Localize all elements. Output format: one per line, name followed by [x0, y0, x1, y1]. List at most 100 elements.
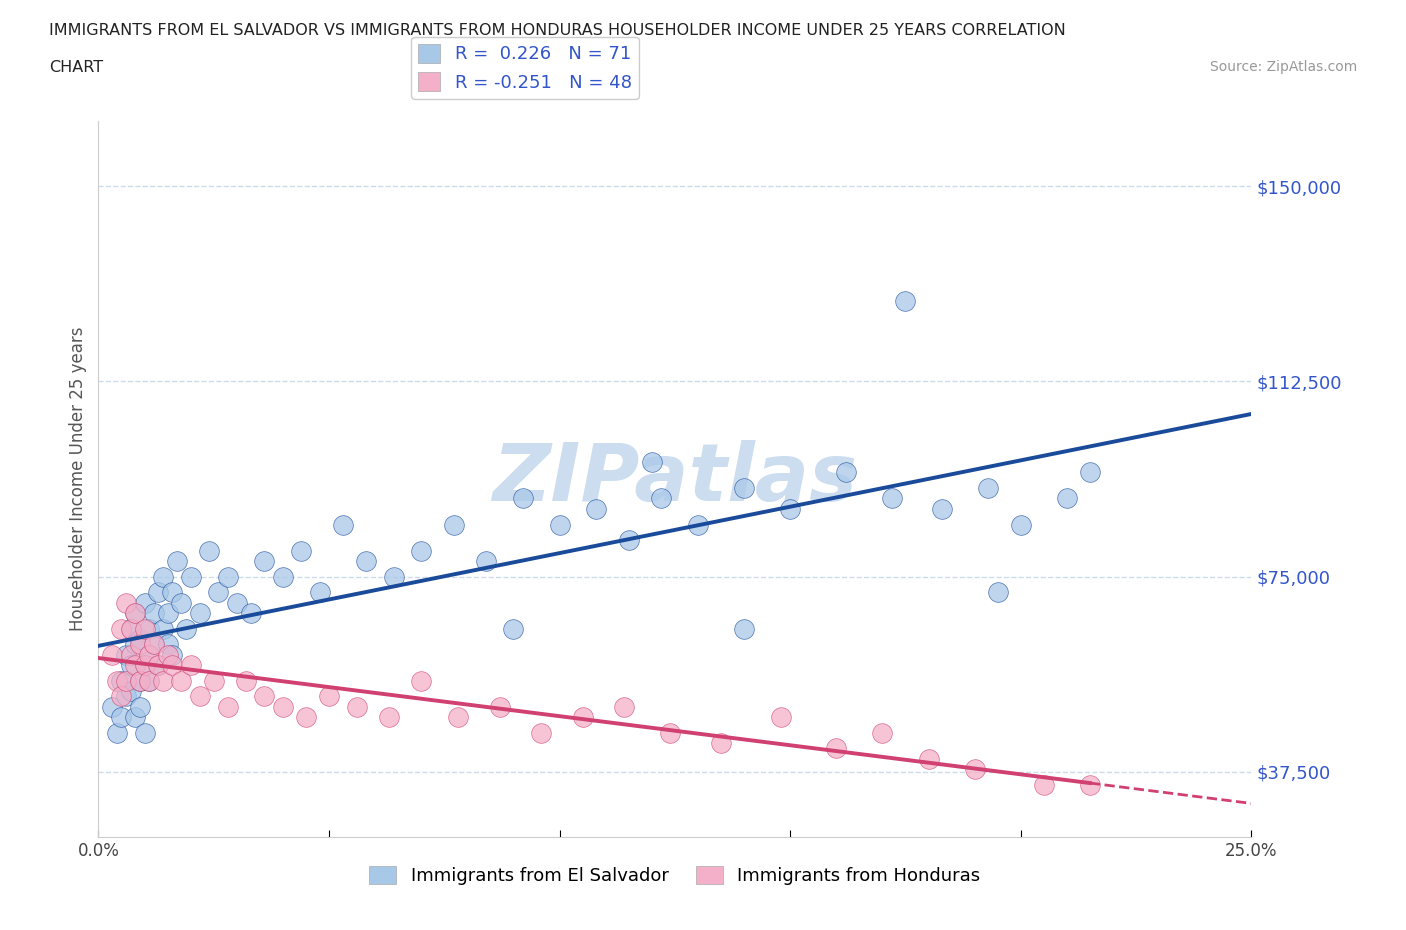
Point — [880, 491, 903, 506]
Point — [641, 455, 664, 470]
Text: CHART: CHART — [49, 60, 103, 75]
Point — [124, 710, 146, 724]
Point — [110, 689, 132, 704]
Point — [148, 658, 170, 672]
Point — [166, 553, 188, 568]
Point — [769, 710, 792, 724]
Point — [207, 585, 229, 600]
Point — [160, 658, 183, 672]
Text: IMMIGRANTS FROM EL SALVADOR VS IMMIGRANTS FROM HONDURAS HOUSEHOLDER INCOME UNDER: IMMIGRANTS FROM EL SALVADOR VS IMMIGRANT… — [49, 23, 1066, 38]
Point — [488, 699, 510, 714]
Point — [253, 689, 276, 704]
Point — [115, 673, 138, 688]
Point — [156, 605, 179, 620]
Point — [443, 517, 465, 532]
Point — [894, 293, 917, 308]
Point — [134, 658, 156, 672]
Point — [138, 647, 160, 662]
Point — [1078, 465, 1101, 480]
Point — [825, 741, 848, 756]
Point — [174, 621, 197, 636]
Point — [129, 637, 152, 652]
Y-axis label: Householder Income Under 25 years: Householder Income Under 25 years — [69, 326, 87, 631]
Point — [332, 517, 354, 532]
Point — [235, 673, 257, 688]
Point — [834, 465, 856, 480]
Point — [188, 689, 211, 704]
Point — [120, 684, 142, 698]
Point — [120, 621, 142, 636]
Point — [1010, 517, 1032, 532]
Text: ZIPatlas: ZIPatlas — [492, 440, 858, 518]
Point — [142, 605, 165, 620]
Point — [152, 621, 174, 636]
Point — [124, 658, 146, 672]
Point — [295, 710, 318, 724]
Point — [120, 658, 142, 672]
Point — [987, 585, 1010, 600]
Point — [217, 569, 239, 584]
Point — [110, 710, 132, 724]
Point — [129, 673, 152, 688]
Point — [138, 673, 160, 688]
Point — [115, 689, 138, 704]
Point — [156, 637, 179, 652]
Point — [138, 647, 160, 662]
Point — [105, 673, 128, 688]
Point — [152, 569, 174, 584]
Point — [354, 553, 377, 568]
Point — [346, 699, 368, 714]
Point — [613, 699, 636, 714]
Point — [198, 543, 221, 558]
Point — [148, 585, 170, 600]
Point — [170, 595, 193, 610]
Point — [115, 595, 138, 610]
Point — [963, 762, 986, 777]
Point — [917, 751, 939, 766]
Point — [650, 491, 672, 506]
Point — [308, 585, 330, 600]
Point — [733, 621, 755, 636]
Point — [101, 647, 124, 662]
Point — [411, 673, 433, 688]
Point — [202, 673, 225, 688]
Point — [110, 673, 132, 688]
Point — [129, 631, 152, 646]
Point — [225, 595, 247, 610]
Point — [120, 647, 142, 662]
Point — [134, 595, 156, 610]
Point — [217, 699, 239, 714]
Point — [512, 491, 534, 506]
Legend: Immigrants from El Salvador, Immigrants from Honduras: Immigrants from El Salvador, Immigrants … — [363, 858, 987, 893]
Point — [129, 673, 152, 688]
Point — [271, 569, 294, 584]
Point — [124, 605, 146, 620]
Point — [253, 553, 276, 568]
Point — [180, 569, 202, 584]
Point — [160, 647, 183, 662]
Point — [382, 569, 405, 584]
Point — [571, 710, 593, 724]
Point — [124, 637, 146, 652]
Point — [105, 725, 128, 740]
Point — [1032, 777, 1054, 792]
Point — [160, 585, 183, 600]
Point — [710, 736, 733, 751]
Point — [411, 543, 433, 558]
Point — [872, 725, 894, 740]
Text: Source: ZipAtlas.com: Source: ZipAtlas.com — [1209, 60, 1357, 74]
Point — [659, 725, 682, 740]
Point — [115, 647, 138, 662]
Point — [152, 673, 174, 688]
Point — [585, 501, 607, 516]
Point — [120, 621, 142, 636]
Point — [530, 725, 553, 740]
Point — [931, 501, 953, 516]
Point — [148, 658, 170, 672]
Point — [378, 710, 401, 724]
Point — [1056, 491, 1078, 506]
Point — [134, 658, 156, 672]
Point — [110, 621, 132, 636]
Point — [134, 621, 156, 636]
Point — [447, 710, 470, 724]
